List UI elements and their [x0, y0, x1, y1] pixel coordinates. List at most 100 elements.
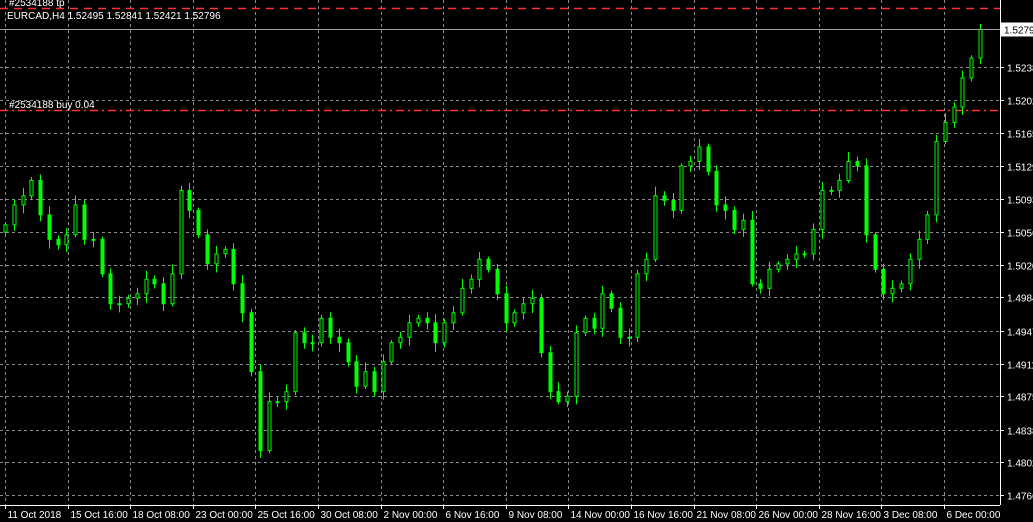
- candle-body: [56, 238, 61, 246]
- candle-body: [512, 312, 517, 324]
- candle-body: [267, 401, 272, 452]
- candle-body: [258, 371, 263, 452]
- candle-body: [249, 312, 254, 373]
- candle-body: [644, 258, 649, 275]
- candle-body: [758, 283, 763, 289]
- candle-body: [223, 248, 228, 255]
- candle-body: [152, 278, 157, 285]
- chart-title: EURCAD,H4 1.52495 1.52841 1.52421 1.5279…: [7, 11, 221, 22]
- candle-body: [855, 160, 860, 167]
- y-tick-label: 1.51290: [1007, 163, 1033, 174]
- candle-body: [969, 57, 974, 79]
- candle-body: [750, 219, 755, 285]
- x-tick-label: 23 Oct 00:00: [196, 510, 254, 521]
- candle-body: [943, 121, 948, 142]
- candle-body: [600, 293, 605, 329]
- symbol-timeframe: EURCAD,H4: [7, 11, 65, 22]
- candle-body: [407, 322, 412, 338]
- candle-body: [293, 332, 298, 393]
- candle-body: [64, 234, 69, 246]
- current-price-label: 1.52796: [1004, 26, 1033, 37]
- ohlc-readout: 1.52495 1.52841 1.52421 1.52796: [67, 11, 221, 22]
- y-tick-label: 1.49840: [1007, 294, 1033, 305]
- y-tick-label: 1.47660: [1007, 492, 1033, 503]
- candle-body: [363, 371, 368, 387]
- y-tick-label: 1.49110: [1007, 361, 1033, 372]
- candle-body: [776, 263, 781, 270]
- candle-body: [714, 170, 719, 206]
- candle-body: [346, 342, 351, 363]
- candle-body: [29, 179, 34, 197]
- candle-body: [486, 258, 491, 270]
- candle-body: [592, 317, 597, 329]
- candle-body: [627, 336, 632, 339]
- candle-body: [108, 273, 113, 305]
- candle-body: [653, 195, 658, 260]
- candle-body: [671, 199, 676, 211]
- y-tick-label: 1.50200: [1007, 262, 1033, 273]
- x-tick-label: 11 Oct 2018: [8, 510, 62, 521]
- candle-body: [574, 332, 579, 397]
- candle-body: [82, 204, 87, 240]
- y-tick-label: 1.52380: [1007, 64, 1033, 75]
- candle-body: [495, 268, 500, 295]
- candle-body: [934, 140, 939, 216]
- candle-body: [609, 293, 614, 309]
- x-tick-label: 15 Oct 16:00: [71, 510, 129, 521]
- candle-body: [451, 312, 456, 324]
- y-tick-label: 1.48380: [1007, 427, 1033, 438]
- candle-body: [205, 234, 210, 265]
- candle-body: [908, 258, 913, 285]
- candle-body: [477, 258, 482, 280]
- candle-body: [917, 238, 922, 260]
- candle-body: [837, 179, 842, 191]
- candle-body: [723, 204, 728, 211]
- candle-body: [504, 293, 509, 324]
- candle-body: [372, 371, 377, 393]
- candle-body: [767, 268, 772, 289]
- candle-body: [442, 322, 447, 344]
- candle-body: [126, 297, 131, 305]
- candle-body: [433, 322, 438, 344]
- x-tick-label: 14 Nov 00:00: [571, 510, 631, 521]
- candle-body: [890, 287, 895, 295]
- candle-body: [732, 209, 737, 230]
- candle-body: [187, 189, 192, 211]
- candle-body: [319, 317, 324, 344]
- candle-body: [425, 317, 430, 324]
- candle-body: [240, 283, 245, 314]
- candle-body: [354, 361, 359, 387]
- candle-body: [100, 238, 105, 275]
- candle-body: [583, 317, 588, 334]
- candle-body: [38, 179, 43, 216]
- candle-body: [899, 283, 904, 289]
- candle-body: [179, 189, 184, 275]
- candle-body: [3, 224, 8, 233]
- x-tick-label: 21 Nov 08:00: [697, 510, 757, 521]
- candle-body: [275, 401, 280, 404]
- candle-body: [662, 195, 667, 201]
- y-tick-label: 1.48750: [1007, 393, 1033, 404]
- y-tick-label: 1.51650: [1007, 130, 1033, 141]
- candle-body: [785, 258, 790, 265]
- candle-body: [565, 395, 570, 403]
- candle-body: [73, 204, 78, 236]
- candle-body: [978, 28, 983, 59]
- candle-body: [539, 297, 544, 354]
- candle-body: [460, 287, 465, 314]
- candle-body: [688, 160, 693, 167]
- candle-body: [521, 303, 526, 314]
- candle-body: [135, 293, 140, 299]
- candle-body: [302, 332, 307, 344]
- x-tick-label: 25 Oct 16:00: [258, 510, 316, 521]
- candle-body: [846, 160, 851, 181]
- candle-body: [802, 253, 807, 256]
- candle-body: [389, 342, 394, 363]
- x-tick-label: 28 Nov 16:00: [822, 510, 882, 521]
- x-tick-label: 6 Nov 16:00: [446, 510, 500, 521]
- y-tick-label: 1.50560: [1007, 229, 1033, 240]
- candle-body: [231, 248, 236, 285]
- candle-body: [214, 253, 219, 265]
